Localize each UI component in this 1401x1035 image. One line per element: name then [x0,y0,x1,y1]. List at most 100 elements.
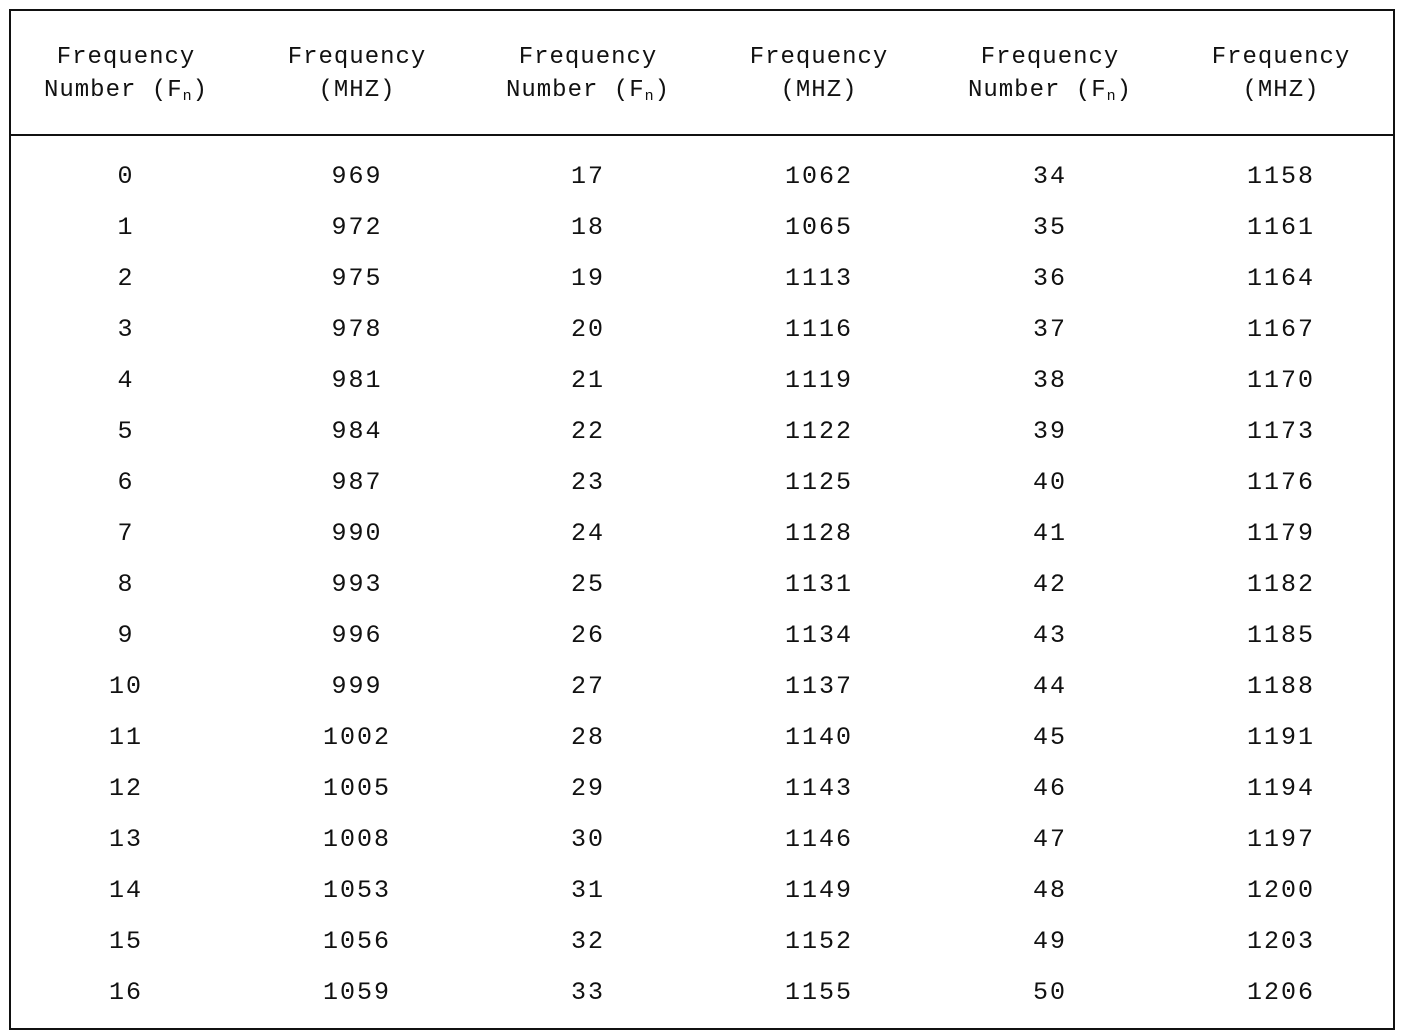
table-row: 9 996 26 1134 43 1185 [11,610,1393,661]
frequency-number-cell: 17 [570,162,605,191]
frequency-mhz-cell: 1185 [1246,621,1315,650]
frequency-mhz-cell: 1002 [322,723,391,752]
header-suffix: ) [654,77,671,104]
frequency-mhz-cell: 1122 [784,417,853,446]
header-subscript: n [1106,88,1117,105]
frequency-mhz-cell: 1164 [1246,264,1315,293]
header-subscript: n [644,88,655,105]
frequency-number-cell: 34 [1032,162,1067,191]
frequency-mhz-cell: 1131 [784,570,853,599]
frequency-mhz-cell: 1149 [784,876,853,905]
table-row: 15 1056 32 1152 49 1203 [11,916,1393,967]
frequency-number-cell: 28 [570,723,605,752]
table-row: 1 972 18 1065 35 1161 [11,202,1393,253]
header-line2: Number (F [43,77,183,104]
frequency-number-cell: 48 [1032,876,1067,905]
frequency-mhz-cell: 975 [331,264,383,293]
frequency-number-cell: 21 [570,366,605,395]
header-line1: Frequency [980,44,1120,71]
table-row: 3 978 20 1116 37 1167 [11,304,1393,355]
frequency-number-cell: 50 [1032,978,1067,1007]
table-row: 5 984 22 1122 39 1173 [11,406,1393,457]
frequency-mhz-cell: 1116 [784,315,853,344]
frequency-number-cell: 18 [570,213,605,242]
frequency-number-cell: 15 [108,927,143,956]
frequency-number-cell: 0 [117,162,135,191]
frequency-number-cell: 10 [108,672,143,701]
frequency-number-cell: 33 [570,978,605,1007]
frequency-number-cell: 3 [117,315,135,344]
table-row: 11 1002 28 1140 45 1191 [11,712,1393,763]
header-line2: Number (F [505,77,645,104]
header-line1: Frequency [56,44,196,71]
frequency-number-cell: 5 [117,417,135,446]
header-line2: (MHZ) [318,77,396,104]
header-frequency-mhz-1: Frequency (MHZ) [242,41,472,107]
frequency-mhz-cell: 969 [331,162,383,191]
frequency-number-cell: 43 [1032,621,1067,650]
frequency-number-cell: 45 [1032,723,1067,752]
header-line2: (MHZ) [780,77,858,104]
frequency-mhz-cell: 1176 [1246,468,1315,497]
frequency-mhz-cell: 1113 [784,264,853,293]
frequency-number-cell: 42 [1032,570,1067,599]
header-line1: Frequency [518,44,658,71]
frequency-mhz-cell: 999 [331,672,383,701]
frequency-mhz-cell: 1155 [784,978,853,1007]
table-row: 12 1005 29 1143 46 1194 [11,763,1393,814]
frequency-mhz-cell: 1005 [322,774,391,803]
frequency-mhz-cell: 1206 [1246,978,1315,1007]
table-row: 13 1008 30 1146 47 1197 [11,814,1393,865]
header-line1: Frequency [749,44,889,71]
frequency-mhz-cell: 1053 [322,876,391,905]
table-row: 6 987 23 1125 40 1176 [11,457,1393,508]
frequency-number-cell: 37 [1032,315,1067,344]
frequency-table: Frequency Number (Fn) Frequency (MHZ) Fr… [9,9,1395,1030]
table-row: 4 981 21 1119 38 1170 [11,355,1393,406]
frequency-mhz-cell: 1137 [784,672,853,701]
frequency-number-cell: 32 [570,927,605,956]
header-line2: (MHZ) [1242,77,1320,104]
frequency-number-cell: 14 [108,876,143,905]
frequency-number-cell: 26 [570,621,605,650]
header-frequency-number-3: Frequency Number (Fn) [935,41,1165,107]
frequency-mhz-cell: 1062 [784,162,853,191]
frequency-number-cell: 12 [108,774,143,803]
frequency-mhz-cell: 984 [331,417,383,446]
frequency-mhz-cell: 1200 [1246,876,1315,905]
header-line1: Frequency [1211,44,1351,71]
header-frequency-mhz-3: Frequency (MHZ) [1166,41,1396,107]
frequency-number-cell: 46 [1032,774,1067,803]
frequency-number-cell: 41 [1032,519,1067,548]
frequency-mhz-cell: 978 [331,315,383,344]
frequency-number-cell: 1 [117,213,135,242]
table-row: 10 999 27 1137 44 1188 [11,661,1393,712]
frequency-number-cell: 7 [117,519,135,548]
table-row: 0 969 17 1062 34 1158 [11,151,1393,202]
header-line1: Frequency [287,44,427,71]
frequency-mhz-cell: 1008 [322,825,391,854]
frequency-mhz-cell: 1125 [784,468,853,497]
frequency-mhz-cell: 1059 [322,978,391,1007]
frequency-number-cell: 44 [1032,672,1067,701]
frequency-number-cell: 20 [570,315,605,344]
frequency-mhz-cell: 1140 [784,723,853,752]
frequency-mhz-cell: 1182 [1246,570,1315,599]
frequency-number-cell: 13 [108,825,143,854]
frequency-number-cell: 47 [1032,825,1067,854]
table-row: 8 993 25 1131 42 1182 [11,559,1393,610]
frequency-mhz-cell: 1152 [784,927,853,956]
header-suffix: ) [192,77,209,104]
frequency-number-cell: 35 [1032,213,1067,242]
frequency-number-cell: 27 [570,672,605,701]
frequency-mhz-cell: 1119 [784,366,853,395]
frequency-mhz-cell: 1197 [1246,825,1315,854]
header-line2-wrap: Number (Fn) [935,74,1165,107]
table-header-row: Frequency Number (Fn) Frequency (MHZ) Fr… [11,11,1393,136]
frequency-mhz-cell: 1179 [1246,519,1315,548]
header-frequency-number-1: Frequency Number (Fn) [11,41,241,107]
table-row: 14 1053 31 1149 48 1200 [11,865,1393,916]
frequency-number-cell: 4 [117,366,135,395]
frequency-number-cell: 8 [117,570,135,599]
frequency-mhz-cell: 1173 [1246,417,1315,446]
